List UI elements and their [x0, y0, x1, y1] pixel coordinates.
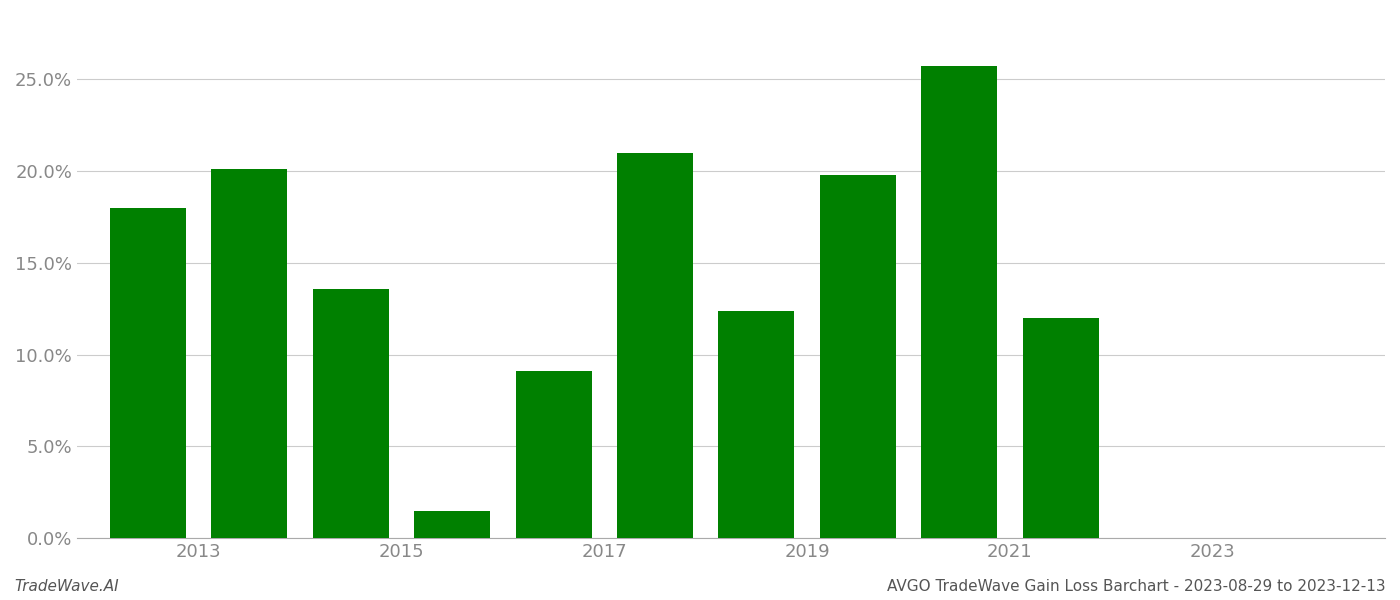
- Bar: [617, 152, 693, 538]
- Bar: [718, 311, 794, 538]
- Bar: [111, 208, 186, 538]
- Bar: [820, 175, 896, 538]
- Text: AVGO TradeWave Gain Loss Barchart - 2023-08-29 to 2023-12-13: AVGO TradeWave Gain Loss Barchart - 2023…: [888, 579, 1386, 594]
- Bar: [921, 67, 997, 538]
- Text: TradeWave.AI: TradeWave.AI: [14, 579, 119, 594]
- Bar: [1022, 318, 1099, 538]
- Bar: [515, 371, 592, 538]
- Bar: [414, 511, 490, 538]
- Bar: [312, 289, 389, 538]
- Bar: [211, 169, 287, 538]
